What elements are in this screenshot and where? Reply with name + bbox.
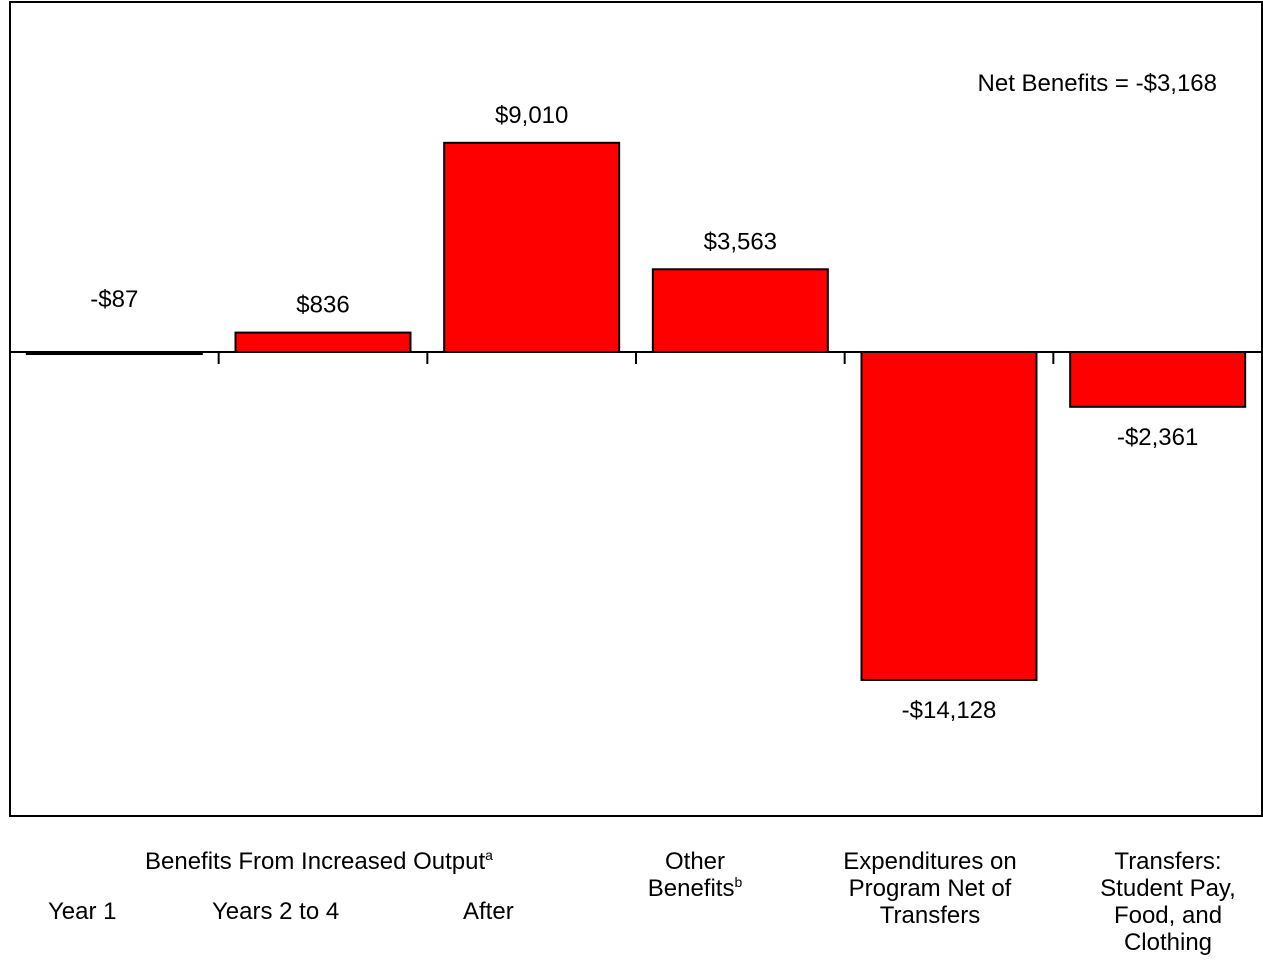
- plot-frame: [9, 1, 1263, 817]
- value-label-4: $3,563: [704, 228, 777, 255]
- value-label-1: -$87: [90, 286, 138, 313]
- value-label-6: -$2,361: [1117, 424, 1198, 451]
- net-benefits-annotation: Net Benefits = -$3,168: [978, 70, 1217, 97]
- tick-label-years-2-to-4: Years 2 to 4: [212, 898, 340, 925]
- bar-4: [651, 268, 829, 354]
- bar-5: [860, 351, 1038, 681]
- tick-label-transfers: Transfers: Student Pay, Food, and Clothi…: [1100, 848, 1236, 956]
- bar-6: [1069, 351, 1247, 408]
- tick-label-other-benefits: Other Benefitsb: [647, 848, 743, 902]
- group-label-benefits-from-increased-output: Benefits From Increased Outputa: [145, 847, 493, 875]
- tick-label-year-1: Year 1: [48, 898, 117, 925]
- bar-3: [443, 141, 621, 353]
- value-label-2: $836: [296, 292, 349, 319]
- value-label-5: -$14,128: [902, 697, 997, 724]
- value-label-3: $9,010: [495, 102, 568, 129]
- tick-label-expenditures: Expenditures on Program Net of Transfers: [843, 848, 1017, 929]
- tick-label-after: After: [463, 898, 514, 925]
- bar-2: [234, 331, 412, 353]
